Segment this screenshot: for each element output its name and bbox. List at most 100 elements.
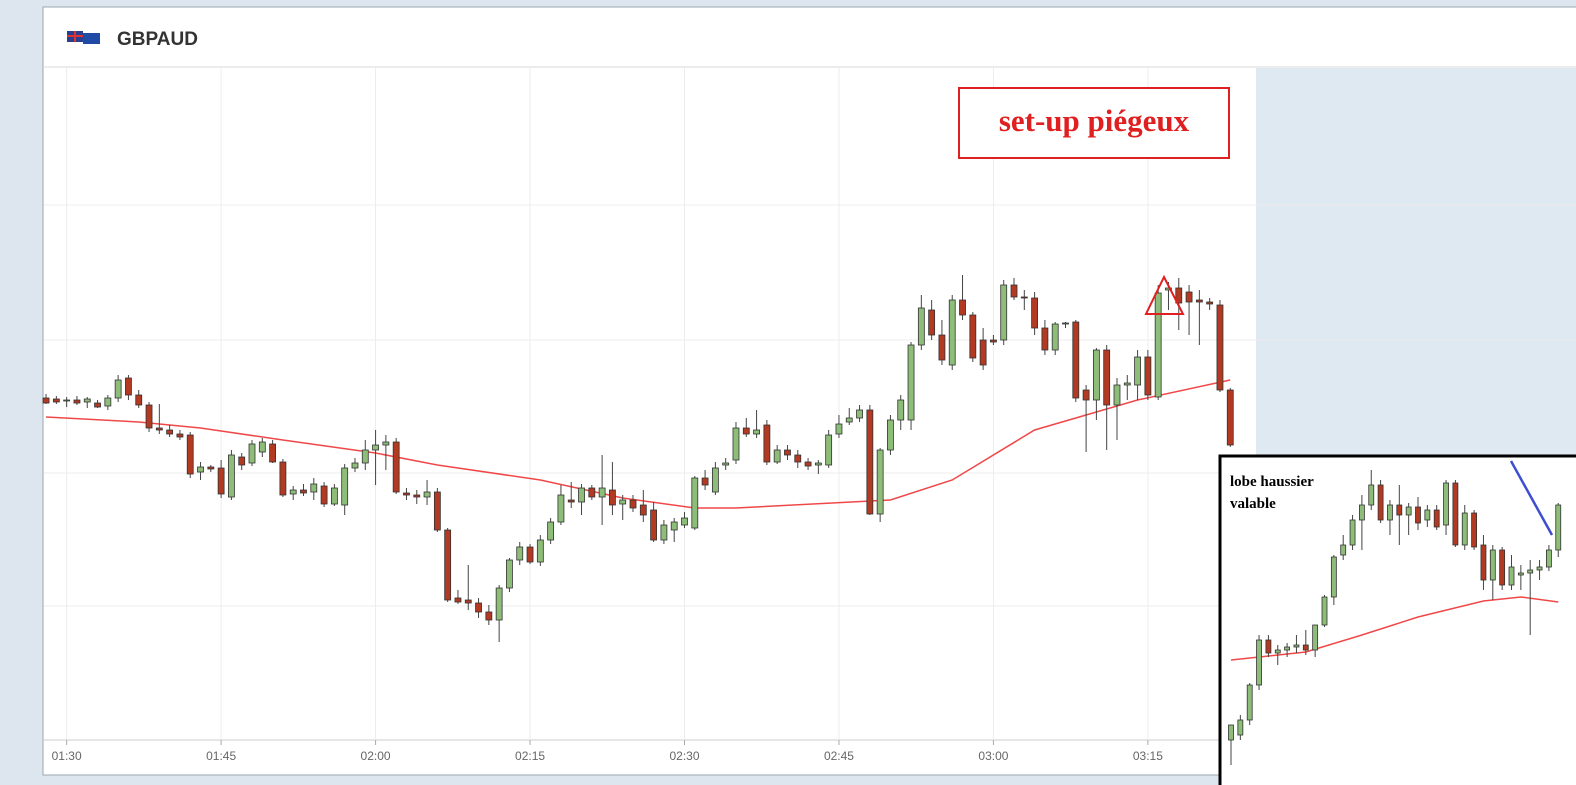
candle-body: [1246, 684, 1253, 721]
candle-body: [742, 427, 750, 435]
candle-body: [217, 467, 225, 495]
candle-body: [1517, 572, 1524, 576]
candle-body: [228, 454, 235, 498]
candle-body: [392, 441, 400, 493]
candle-body: [1330, 556, 1337, 598]
candle-body: [1536, 566, 1543, 571]
candle-body: [536, 539, 544, 563]
candle-body: [1377, 484, 1384, 521]
candle-body: [732, 427, 740, 461]
candle-body: [104, 397, 112, 407]
candle-body: [1302, 644, 1309, 651]
candle-body: [155, 427, 163, 431]
candle-body: [52, 398, 60, 403]
candle-body: [279, 461, 287, 496]
candle-body: [897, 399, 905, 421]
candle-body: [42, 397, 50, 404]
candle-body: [1010, 284, 1018, 298]
candle-body: [650, 509, 658, 541]
candle-body: [814, 462, 822, 466]
candle-body: [1452, 482, 1459, 546]
candle-body: [1265, 639, 1272, 654]
candle-body: [1103, 349, 1111, 406]
candle-body: [753, 429, 760, 435]
x-tick-label: 02:00: [361, 749, 391, 763]
candle-body: [341, 467, 349, 506]
candle-body: [1461, 512, 1468, 546]
candle-body: [526, 546, 534, 563]
future-zone: [1256, 68, 1576, 455]
candle-body: [94, 402, 101, 408]
candle-body: [845, 417, 853, 423]
candle-body: [938, 334, 946, 361]
candle-body: [629, 499, 637, 509]
candle-body: [1072, 321, 1080, 399]
candle-body: [73, 399, 81, 404]
candle-body: [403, 492, 410, 496]
candle-body: [1555, 504, 1562, 551]
candle-body: [464, 599, 472, 604]
candle-body: [433, 491, 441, 531]
symbol-title: GBPAUD: [117, 29, 198, 50]
candle-body: [773, 449, 781, 463]
trend-line: [1509, 460, 1554, 536]
annotation: set-up piégeux: [999, 103, 1190, 138]
candle-body: [1237, 719, 1244, 736]
candle-body: [1387, 504, 1393, 521]
candle-body: [125, 377, 132, 396]
candle-body: [248, 443, 256, 464]
candle-body: [969, 314, 977, 359]
candle-body: [979, 339, 987, 366]
candle-body: [1312, 624, 1319, 651]
x-tick-label: 02:45: [824, 749, 854, 763]
candle-body: [1092, 349, 1100, 401]
candle-body: [1480, 544, 1487, 581]
candle-body: [454, 597, 462, 603]
candle-body: [330, 487, 338, 505]
candle-body: [1433, 509, 1440, 528]
x-tick-label: 02:30: [669, 749, 699, 763]
candle-body: [197, 466, 204, 473]
candle-body: [1226, 389, 1234, 446]
flag-icon: [67, 31, 100, 44]
candle-body: [1499, 549, 1506, 586]
candle-body: [1546, 549, 1552, 568]
candle-body: [1405, 506, 1412, 516]
candle-body: [1051, 323, 1059, 351]
candle-body: [1443, 482, 1449, 526]
candle-body: [917, 307, 925, 346]
candle-body: [1368, 484, 1375, 506]
candle-body: [557, 494, 565, 523]
candle-body: [1340, 544, 1347, 556]
candle-body: [588, 487, 596, 498]
candle-body: [1508, 566, 1515, 586]
candle-body: [1274, 649, 1281, 654]
candle-body: [506, 559, 513, 589]
candle-body: [639, 504, 647, 516]
candle-body: [681, 517, 688, 526]
candle-body: [1284, 646, 1290, 651]
candle-body: [1359, 504, 1365, 521]
candle-body: [516, 546, 524, 561]
candle-body: [423, 491, 431, 498]
triangle-marker: [1144, 274, 1185, 315]
candle-body: [609, 489, 616, 506]
candle-body: [114, 379, 122, 399]
candle-body: [372, 444, 379, 451]
candle-body: [856, 409, 863, 419]
candle-body: [866, 409, 874, 515]
candle-body: [763, 424, 771, 463]
candle-body: [928, 309, 936, 336]
inset-label: lobe haussier valable: [1230, 474, 1314, 512]
candle-body: [959, 299, 966, 316]
candle-body: [1293, 644, 1300, 648]
candle-body: [1396, 504, 1403, 516]
candle-body: [598, 487, 606, 498]
candle-body: [1424, 509, 1431, 521]
candle-body: [670, 521, 678, 531]
candle-body: [1020, 296, 1028, 299]
candle-body: [413, 494, 421, 498]
candle-body: [1195, 299, 1203, 303]
